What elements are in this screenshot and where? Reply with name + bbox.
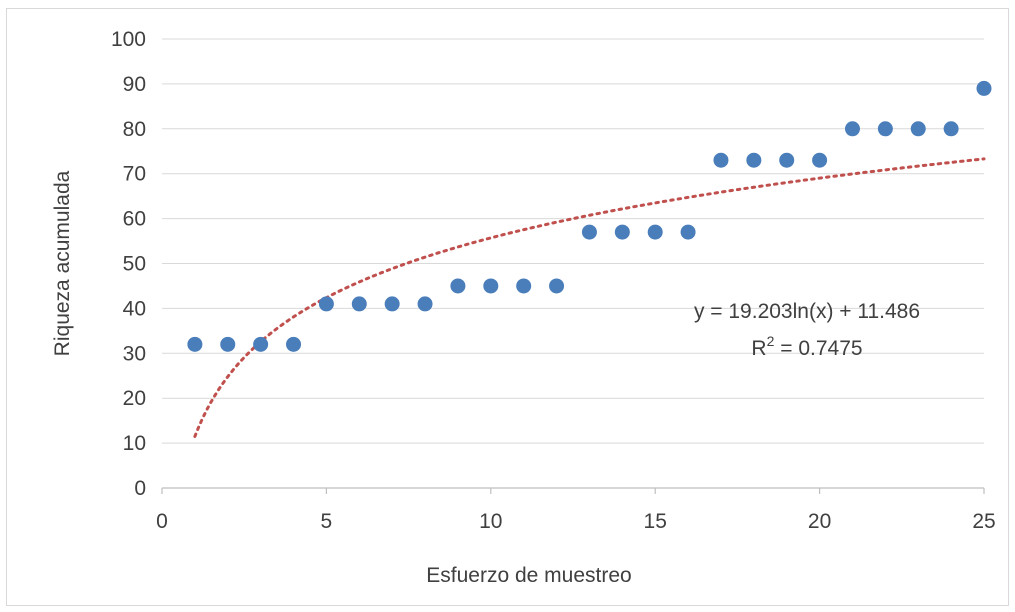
- x-axis-title: Esfuerzo de muestreo: [426, 564, 631, 587]
- data-point-24: [943, 121, 959, 137]
- trendline: [193, 157, 986, 438]
- x-tick-label-15: 15: [644, 510, 667, 533]
- r-squared-superscript: 2: [767, 333, 775, 349]
- data-point-19: [779, 152, 795, 168]
- chart-area: [6, 8, 1009, 606]
- y-tick-label-90: 90: [123, 73, 146, 96]
- data-point-13: [581, 224, 597, 240]
- data-point-5: [318, 296, 334, 312]
- data-point-22: [877, 121, 893, 137]
- y-tick-label-20: 20: [123, 387, 146, 410]
- y-tick-label-10: 10: [123, 432, 146, 455]
- y-tick-labels: 0 10 20 30 40 50 60 70 80 90 100: [111, 28, 146, 500]
- data-point-20: [812, 152, 828, 168]
- data-point-14: [614, 224, 630, 240]
- y-tick-label-40: 40: [123, 297, 146, 320]
- y-tick-label-100: 100: [111, 28, 146, 51]
- data-point-7: [384, 296, 400, 312]
- data-point-8: [417, 296, 433, 312]
- data-points: [187, 80, 992, 352]
- data-point-6: [351, 296, 367, 312]
- y-axis-title: Riqueza acumulada: [51, 170, 74, 356]
- data-point-2: [220, 336, 236, 352]
- data-point-15: [647, 224, 663, 240]
- trendline-equation: y = 19.203ln(x) + 11.486: [694, 300, 920, 323]
- r-squared-prefix: R: [751, 337, 766, 360]
- axes: [161, 487, 985, 494]
- y-tick-label-0: 0: [134, 477, 146, 500]
- gridlines: [162, 38, 984, 444]
- data-point-3: [253, 336, 269, 352]
- data-point-23: [910, 121, 926, 137]
- data-point-10: [483, 278, 499, 294]
- y-tick-label-60: 60: [123, 208, 146, 231]
- x-tick-label-20: 20: [808, 510, 831, 533]
- y-tick-label-50: 50: [123, 253, 146, 276]
- data-point-4: [286, 336, 302, 352]
- data-point-21: [844, 121, 860, 137]
- data-point-12: [549, 278, 565, 294]
- trendline-path: [193, 157, 986, 438]
- data-point-18: [746, 152, 762, 168]
- y-tick-label-30: 30: [123, 342, 146, 365]
- data-point-16: [680, 224, 696, 240]
- data-point-17: [713, 152, 729, 168]
- data-point-9: [450, 278, 466, 294]
- y-tick-label-80: 80: [123, 118, 146, 141]
- x-tick-label-25: 25: [972, 510, 995, 533]
- x-tick-label-0: 0: [156, 510, 168, 533]
- x-tick-label-5: 5: [321, 510, 333, 533]
- data-point-25: [976, 80, 992, 96]
- y-tick-label-70: 70: [123, 163, 146, 186]
- r-squared-label: R2 = 0.7475: [751, 333, 862, 360]
- data-point-1: [187, 336, 203, 352]
- r-squared-value: = 0.7475: [774, 337, 862, 360]
- x-tick-label-10: 10: [479, 510, 502, 533]
- data-point-11: [516, 278, 532, 294]
- x-tick-labels: 0 5 10 15 20 25: [156, 510, 996, 533]
